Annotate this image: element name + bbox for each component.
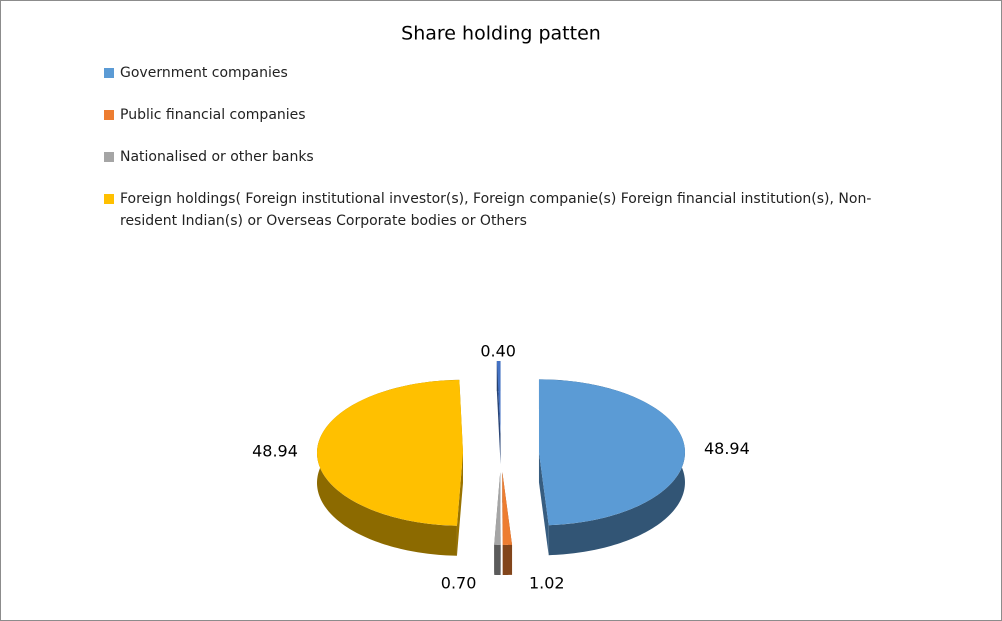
slice-cut-face bbox=[538, 452, 549, 556]
slice bbox=[538, 379, 685, 526]
legend-item: Nationalised or other banks bbox=[104, 146, 924, 168]
slice-cut-face bbox=[456, 452, 464, 556]
slice bbox=[502, 471, 513, 545]
chart-title: Share holding patten bbox=[401, 23, 601, 45]
slice bbox=[496, 361, 501, 435]
data-label: 48.94 bbox=[252, 442, 298, 461]
slice-side bbox=[502, 544, 513, 575]
slice bbox=[317, 379, 464, 526]
slice-side bbox=[494, 544, 501, 575]
legend-swatch bbox=[104, 152, 114, 162]
legend-item: Public financial companies bbox=[104, 104, 924, 126]
data-label: 1.02 bbox=[529, 573, 565, 592]
legend-label: Government companies bbox=[120, 65, 288, 81]
legend-label: Public financial companies bbox=[120, 107, 306, 123]
data-label: 0.40 bbox=[480, 342, 516, 361]
data-label: 48.94 bbox=[704, 439, 750, 458]
legend-item: Foreign holdings( Foreign institutional … bbox=[104, 188, 924, 232]
legend-swatch bbox=[104, 110, 114, 120]
data-labels: 48.94 1.02 0.70 48.94 0.40 bbox=[252, 342, 750, 593]
slice-tops bbox=[317, 361, 685, 545]
legend-label: Nationalised or other banks bbox=[120, 149, 314, 165]
data-label: 0.70 bbox=[441, 573, 477, 592]
legend-item: Government companies bbox=[104, 62, 924, 84]
legend-swatch bbox=[104, 194, 114, 204]
legend: Government companies Public financial com… bbox=[104, 62, 924, 252]
legend-swatch bbox=[104, 68, 114, 78]
legend-label: Foreign holdings( Foreign institutional … bbox=[120, 191, 872, 229]
slice bbox=[494, 471, 501, 545]
